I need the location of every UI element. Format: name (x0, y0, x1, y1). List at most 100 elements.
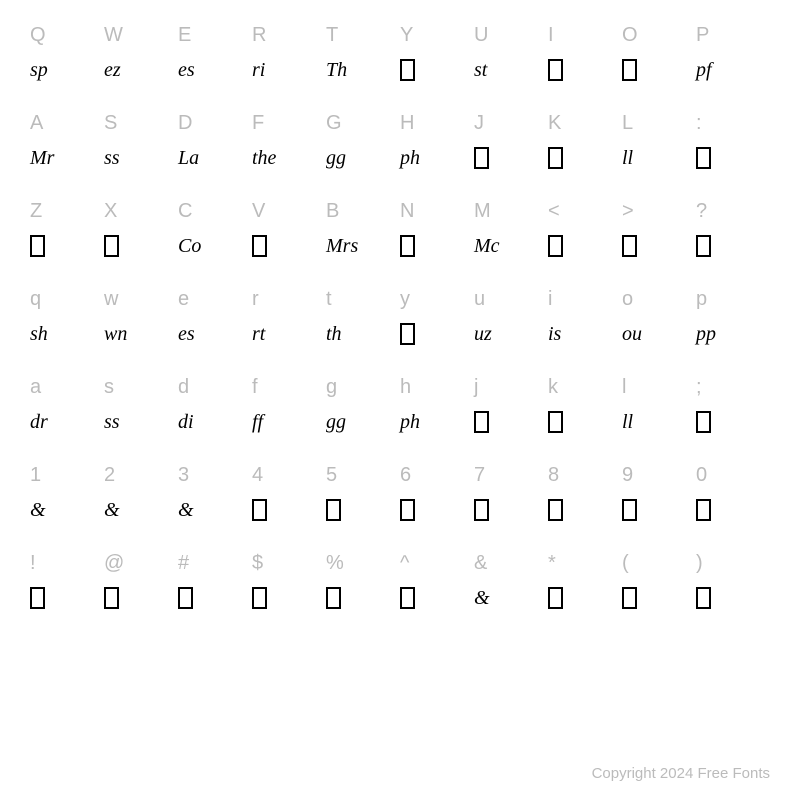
glyph-sample: & (30, 490, 46, 530)
glyph-sample: ez (104, 50, 121, 90)
missing-glyph-icon (104, 226, 119, 266)
missing-box-icon (696, 235, 711, 257)
char-cell: Rri (252, 20, 326, 104)
char-cell: # (178, 548, 252, 632)
char-cell: TTh (326, 20, 400, 104)
glyph-sample: es (178, 314, 195, 354)
missing-box-icon (400, 323, 415, 345)
char-cell: ! (30, 548, 104, 632)
key-label: A (30, 108, 43, 138)
key-label: V (252, 196, 265, 226)
key-label: r (252, 284, 259, 314)
missing-box-icon (622, 59, 637, 81)
missing-glyph-icon (696, 402, 711, 442)
key-label: f (252, 372, 258, 402)
key-label: J (474, 108, 484, 138)
key-label: j (474, 372, 478, 402)
missing-box-icon (400, 499, 415, 521)
key-label: T (326, 20, 338, 50)
char-cell: y (400, 284, 474, 368)
char-cell: oou (622, 284, 696, 368)
char-cell: 7 (474, 460, 548, 544)
key-label: & (474, 548, 487, 578)
key-label: ) (696, 548, 703, 578)
char-cell: 4 (252, 460, 326, 544)
key-label: L (622, 108, 633, 138)
missing-glyph-icon (622, 490, 637, 530)
char-cell: Hph (400, 108, 474, 192)
char-cell: Sss (104, 108, 178, 192)
glyph-sample: wn (104, 314, 127, 354)
missing-glyph-icon (548, 50, 563, 90)
key-label: d (178, 372, 189, 402)
char-cell: iis (548, 284, 622, 368)
key-label: F (252, 108, 264, 138)
glyph-sample: La (178, 138, 199, 178)
glyph-sample: di (178, 402, 194, 442)
glyph-sample: sh (30, 314, 48, 354)
char-cell: BMrs (326, 196, 400, 280)
key-label: G (326, 108, 342, 138)
char-cell: Y (400, 20, 474, 104)
char-cell: Qsp (30, 20, 104, 104)
glyph-sample: Mc (474, 226, 500, 266)
key-label: 0 (696, 460, 707, 490)
missing-glyph-icon (548, 490, 563, 530)
char-cell: DLa (178, 108, 252, 192)
glyph-sample: ph (400, 138, 420, 178)
missing-box-icon (400, 235, 415, 257)
missing-box-icon (622, 587, 637, 609)
char-cell: O (622, 20, 696, 104)
glyph-sample: uz (474, 314, 492, 354)
char-cell: I (548, 20, 622, 104)
glyph-sample: rt (252, 314, 265, 354)
missing-box-icon (326, 499, 341, 521)
glyph-sample: is (548, 314, 561, 354)
key-label: Y (400, 20, 413, 50)
missing-glyph-icon (696, 490, 711, 530)
key-label: ( (622, 548, 629, 578)
char-cell: Z (30, 196, 104, 280)
key-label: l (622, 372, 626, 402)
missing-box-icon (474, 147, 489, 169)
missing-box-icon (400, 587, 415, 609)
char-cell: Ust (474, 20, 548, 104)
char-cell: $ (252, 548, 326, 632)
key-label: s (104, 372, 114, 402)
missing-glyph-icon (474, 490, 489, 530)
char-cell: ees (178, 284, 252, 368)
key-label: a (30, 372, 41, 402)
key-label: H (400, 108, 414, 138)
char-cell: uuz (474, 284, 548, 368)
key-label: 7 (474, 460, 485, 490)
char-cell: ddi (178, 372, 252, 456)
missing-glyph-icon (252, 578, 267, 618)
missing-glyph-icon (178, 578, 193, 618)
missing-glyph-icon (326, 490, 341, 530)
key-label: 5 (326, 460, 337, 490)
missing-box-icon (696, 587, 711, 609)
char-cell: fff (252, 372, 326, 456)
key-label: : (696, 108, 702, 138)
key-label: * (548, 548, 556, 578)
missing-glyph-icon (696, 578, 711, 618)
key-label: y (400, 284, 410, 314)
key-label: 1 (30, 460, 41, 490)
missing-glyph-icon (548, 402, 563, 442)
missing-glyph-icon (622, 226, 637, 266)
missing-box-icon (326, 587, 341, 609)
missing-box-icon (548, 235, 563, 257)
missing-box-icon (30, 235, 45, 257)
key-label: i (548, 284, 552, 314)
missing-box-icon (548, 147, 563, 169)
missing-glyph-icon (400, 226, 415, 266)
char-cell: % (326, 548, 400, 632)
glyph-sample: ss (104, 138, 120, 178)
key-label: ! (30, 548, 36, 578)
glyph-sample: es (178, 50, 195, 90)
key-label: h (400, 372, 411, 402)
char-cell: ppp (696, 284, 770, 368)
missing-box-icon (104, 235, 119, 257)
glyph-sample: th (326, 314, 342, 354)
glyph-sample: pf (696, 50, 712, 90)
